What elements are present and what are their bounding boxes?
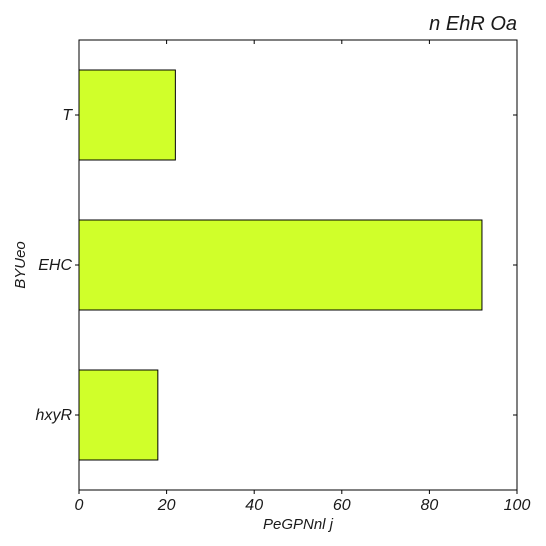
bar-EHC — [78, 219, 483, 311]
x-tick-label: 60 — [333, 497, 351, 514]
y-tick-label: hxyR — [36, 407, 73, 424]
bar-T — [78, 69, 176, 161]
ticks-layer: T EHC hxyR 0 20 40 60 80 100 — [36, 40, 531, 514]
y-tick-label: EHC — [38, 257, 72, 274]
x-tick-label: 80 — [421, 497, 439, 514]
x-tick-label: 0 — [75, 497, 84, 514]
y-axis-label: BYUeo — [12, 241, 29, 289]
bars-layer — [78, 69, 483, 461]
x-tick-label: 20 — [157, 497, 176, 514]
bar-hxyR — [78, 369, 159, 461]
chart-title: n EhR Oa — [429, 13, 517, 35]
x-tick-label: 100 — [504, 497, 531, 514]
x-tick-label: 40 — [245, 497, 263, 514]
x-axis-label: PeGPNnl j — [263, 516, 334, 533]
y-tick-label: T — [62, 107, 73, 124]
